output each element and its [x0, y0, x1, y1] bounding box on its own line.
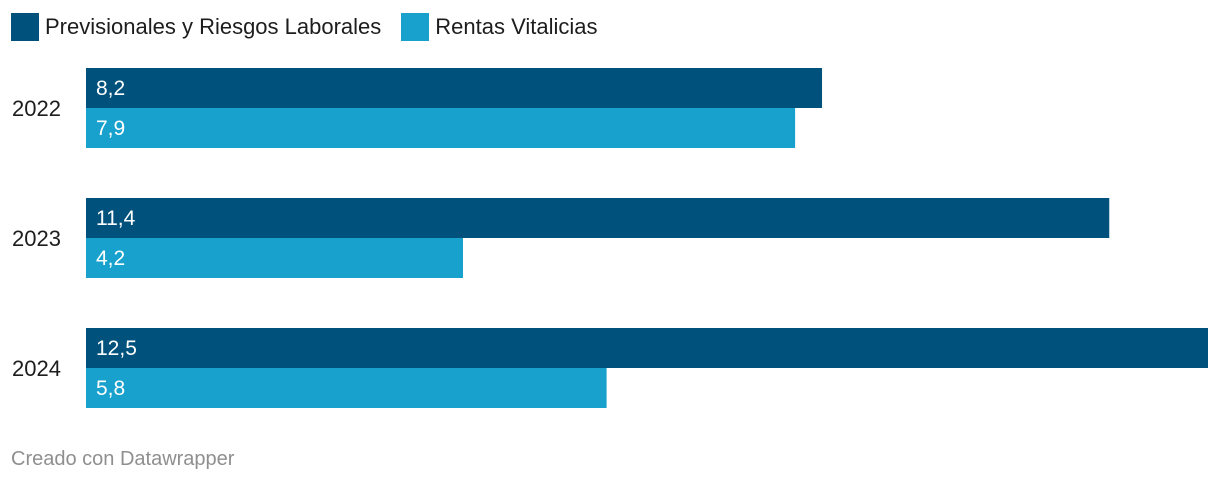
- legend-label-previsionales: Previsionales y Riesgos Laborales: [45, 14, 382, 39]
- legend-label-rentas: Rentas Vitalicias: [435, 14, 598, 39]
- category-label-2022: 2022: [12, 96, 61, 121]
- value-label-2023-series-1: 4,2: [96, 247, 125, 270]
- legend: Previsionales y Riesgos Laborales Rentas…: [11, 12, 618, 42]
- bar-2022-series-0: [86, 68, 823, 108]
- bar-2023-series-0: [86, 198, 1110, 238]
- value-label-2024-series-0: 12,5: [96, 337, 137, 360]
- value-label-2022-series-1: 7,9: [96, 117, 125, 140]
- value-label-2024-series-1: 5,8: [96, 377, 125, 400]
- category-label-2024: 2024: [12, 356, 61, 381]
- legend-swatch-previsionales: [11, 13, 39, 41]
- legend-swatch-rentas: [401, 13, 430, 41]
- bar-2024-series-0: [86, 328, 1208, 368]
- bar-2024-series-1: [86, 368, 607, 408]
- value-label-2023-series-0: 11,4: [96, 207, 136, 230]
- bar-2022-series-1: [86, 108, 796, 148]
- bar-2023-series-1: [86, 238, 463, 278]
- legend-item-rentas: Rentas Vitalicias: [401, 13, 598, 41]
- legend-item-previsionales: Previsionales y Riesgos Laborales: [11, 13, 381, 41]
- category-label-2023: 2023: [12, 226, 61, 251]
- value-label-2022-series-0: 8,2: [96, 77, 125, 100]
- footer-credit: Creado con Datawrapper: [11, 448, 235, 470]
